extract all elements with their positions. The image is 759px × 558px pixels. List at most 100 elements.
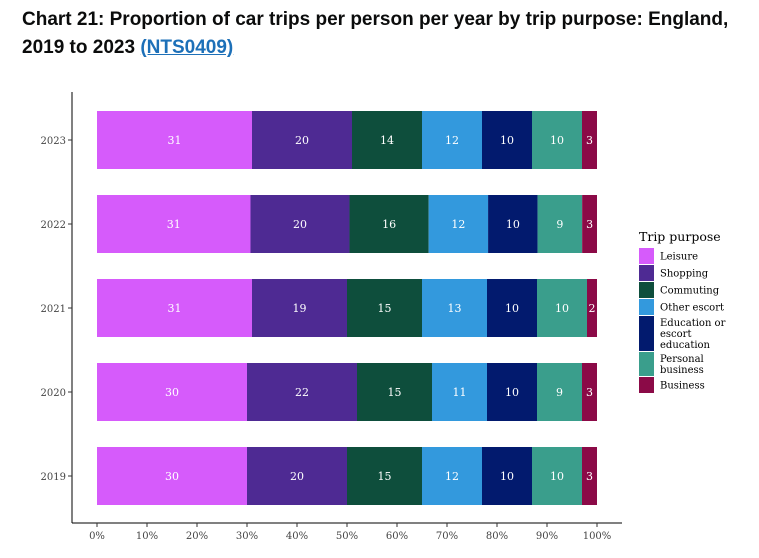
x-tick-label: 70% xyxy=(436,531,458,542)
data-label: 13 xyxy=(448,302,462,315)
data-label: 11 xyxy=(453,386,467,399)
x-tick-label: 60% xyxy=(386,531,408,542)
legend-title: Trip purpose xyxy=(639,229,721,244)
bar-segment xyxy=(252,279,347,337)
bar-segment xyxy=(349,195,429,253)
data-label: 10 xyxy=(555,302,569,315)
data-label: 30 xyxy=(165,386,179,399)
data-label: 10 xyxy=(500,134,514,147)
bar-segment xyxy=(247,363,357,421)
data-label: 15 xyxy=(378,302,392,315)
bar-segment xyxy=(422,279,487,337)
bar-segment xyxy=(422,111,482,169)
data-label: 3 xyxy=(586,218,593,231)
bar-segment xyxy=(532,111,582,169)
bar-segment xyxy=(422,447,482,505)
data-label: 12 xyxy=(451,218,465,231)
bar-segment xyxy=(537,279,587,337)
bar-segment xyxy=(532,447,582,505)
data-label: 14 xyxy=(380,134,394,147)
x-tick-label: 40% xyxy=(286,531,308,542)
data-label: 10 xyxy=(505,302,519,315)
data-label: 31 xyxy=(168,134,182,147)
data-label: 31 xyxy=(167,218,181,231)
bar-segment xyxy=(537,195,583,253)
legend-swatch xyxy=(639,248,654,264)
bar-segment xyxy=(582,195,597,253)
bar-segment xyxy=(428,195,489,253)
x-tick-label: 30% xyxy=(236,531,258,542)
bar-segment xyxy=(487,279,537,337)
x-tick-label: 100% xyxy=(583,531,612,542)
data-label: 10 xyxy=(550,470,564,483)
legend-label: Commuting xyxy=(660,286,720,297)
data-label: 30 xyxy=(165,470,179,483)
bar-segment xyxy=(587,279,597,337)
y-tick-label: 2023 xyxy=(41,136,66,147)
bar-segment xyxy=(97,111,252,169)
bar-segment xyxy=(537,363,582,421)
data-label: 12 xyxy=(445,134,459,147)
chart-title: Chart 21: Proportion of car trips per pe… xyxy=(22,9,729,58)
bar-segment xyxy=(582,447,597,505)
data-label: 22 xyxy=(295,386,309,399)
data-label: 9 xyxy=(556,218,563,231)
legend-label: Shopping xyxy=(660,269,709,280)
bar-segment xyxy=(357,363,432,421)
x-tick-label: 10% xyxy=(136,531,158,542)
data-label: 20 xyxy=(295,134,309,147)
bar-segment xyxy=(250,195,350,253)
legend-swatch xyxy=(639,352,654,376)
data-label: 3 xyxy=(586,134,593,147)
x-tick-label: 0% xyxy=(89,531,105,542)
y-tick-label: 2022 xyxy=(41,220,66,231)
bar-segment xyxy=(582,363,597,421)
bar-segment xyxy=(488,195,538,253)
data-label: 20 xyxy=(293,218,307,231)
bar-segment xyxy=(252,111,352,169)
legend-label: Other escort xyxy=(660,303,724,314)
legend-swatch xyxy=(639,316,654,351)
bar-segment xyxy=(482,111,532,169)
legend-label: Leisure xyxy=(660,252,698,263)
data-label: 10 xyxy=(505,386,519,399)
x-tick-label: 20% xyxy=(186,531,208,542)
x-tick-label: 80% xyxy=(486,531,508,542)
y-tick-label: 2021 xyxy=(41,304,66,315)
data-label: 15 xyxy=(388,386,402,399)
legend-swatch xyxy=(639,377,654,393)
bar-segment xyxy=(97,363,247,421)
bar-segment xyxy=(347,279,422,337)
data-label: 19 xyxy=(293,302,307,315)
bar-segment xyxy=(432,363,487,421)
data-label: 10 xyxy=(550,134,564,147)
data-label: 3 xyxy=(586,386,593,399)
data-label: 15 xyxy=(378,470,392,483)
data-label: 16 xyxy=(382,218,396,231)
bar-segment xyxy=(482,447,532,505)
data-label: 12 xyxy=(445,470,459,483)
bar-segment xyxy=(347,447,422,505)
bar-segment xyxy=(97,279,252,337)
legend-swatch xyxy=(639,299,654,315)
x-tick-label: 50% xyxy=(336,531,358,542)
data-label: 10 xyxy=(506,218,520,231)
bar-segment xyxy=(97,195,251,253)
legend-swatch xyxy=(639,282,654,298)
bar-segment xyxy=(247,447,347,505)
data-label: 2 xyxy=(589,302,596,315)
data-label: 10 xyxy=(500,470,514,483)
bar-segment xyxy=(582,111,597,169)
legend-swatch xyxy=(639,265,654,281)
bar-segment xyxy=(97,447,247,505)
x-tick-label: 90% xyxy=(536,531,558,542)
data-label: 31 xyxy=(168,302,182,315)
bar-segment xyxy=(487,363,537,421)
data-label: 3 xyxy=(586,470,593,483)
legend-label: Business xyxy=(660,381,705,392)
y-tick-label: 2020 xyxy=(41,388,66,399)
data-label: 9 xyxy=(556,386,563,399)
data-label: 20 xyxy=(290,470,304,483)
nts0409-link[interactable]: (NTS0409) xyxy=(140,37,234,58)
